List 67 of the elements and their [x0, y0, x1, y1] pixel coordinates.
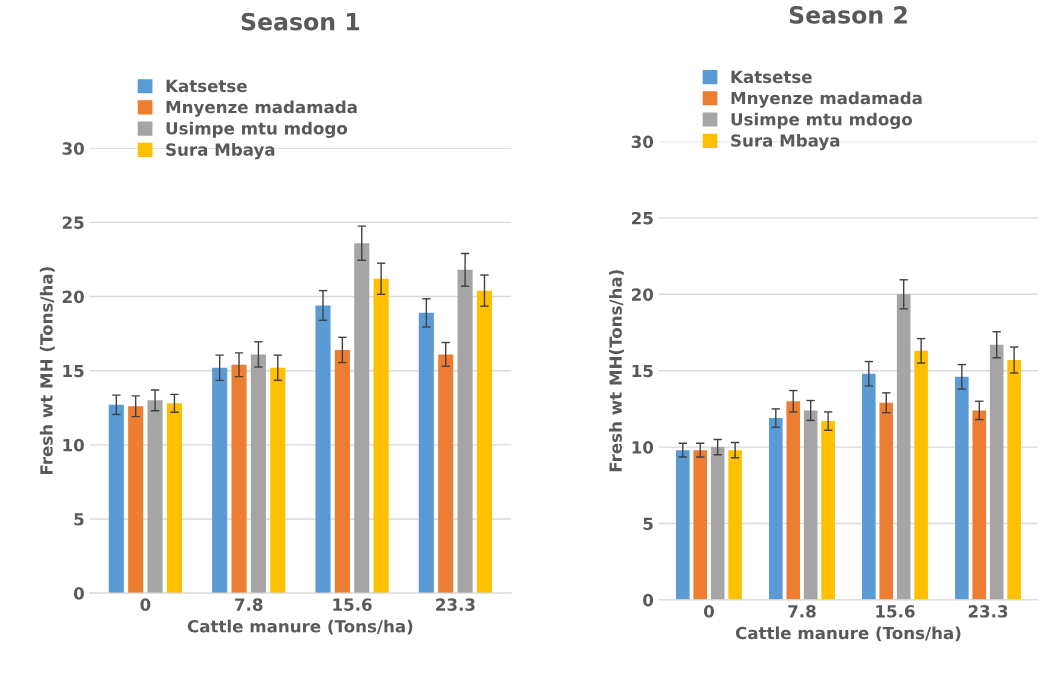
bar [270, 367, 286, 594]
y-tick-label: 20 [632, 288, 654, 301]
x-tick-label: 7.8 [788, 605, 816, 618]
bar [896, 294, 911, 600]
bar [212, 367, 228, 594]
y-tick-label: 10 [632, 441, 654, 454]
bar [166, 403, 182, 594]
y-tick-label: 0 [73, 587, 84, 600]
y-tick-label: 25 [62, 216, 84, 229]
bar [250, 354, 266, 594]
legend-label: Mnyenze madamada [166, 100, 357, 117]
chart-title: Season 1 [241, 12, 360, 31]
bar [438, 354, 454, 594]
x-tick-label: 7.8 [235, 598, 263, 611]
bar [862, 373, 876, 600]
bar [989, 344, 1004, 600]
bar [128, 406, 144, 594]
y-tick-label: 30 [62, 142, 84, 155]
y-axis-title: Fresh wt MH(Tons/ha) [609, 270, 624, 472]
bar [803, 410, 818, 600]
x-tick-label: 0 [140, 598, 151, 611]
bar [373, 278, 389, 594]
x-tick-label: 15.6 [876, 605, 915, 618]
legend-label: Katsetse [731, 70, 812, 84]
y-tick-label: 5 [643, 517, 653, 531]
x-tick-label: 23.3 [968, 605, 1008, 618]
y-tick-label: 5 [74, 513, 84, 526]
bar [476, 290, 493, 594]
bar [147, 400, 163, 594]
y-axis-title: Fresh wt MH (Tons/ha) [39, 267, 55, 475]
bar [955, 376, 969, 600]
y-tick-label: 25 [632, 211, 653, 225]
y-tick-label: 20 [62, 290, 84, 304]
x-tick-label: 15.6 [333, 598, 372, 611]
chart-title: Season 2 [789, 5, 907, 24]
y-tick-label: 15 [632, 364, 653, 378]
y-tick-label: 15 [63, 364, 84, 378]
legend-label: Sura Mbaya [166, 142, 275, 160]
bar [1007, 360, 1021, 600]
legend-label: Usimpe mtu mdogo [731, 112, 913, 129]
bar [693, 450, 708, 600]
bar [769, 418, 783, 600]
bar [354, 243, 370, 594]
x-axis-title: Cattle manure (Tons/ha) [187, 619, 413, 635]
y-tick-label: 30 [631, 135, 654, 149]
legend-label: Sura Mbaya [731, 133, 840, 151]
bar [108, 404, 124, 594]
bar [418, 312, 434, 594]
bar [315, 305, 331, 594]
legend-label: Mnyenze madamada [731, 91, 922, 108]
bar [676, 450, 690, 600]
bar [710, 447, 725, 600]
x-axis-title: Cattle manure (Tons/ha) [735, 626, 961, 642]
legend-label: Katsetse [166, 79, 247, 93]
bar [231, 364, 247, 594]
bar [334, 349, 350, 594]
y-tick-label: 10 [63, 438, 84, 452]
bar [821, 421, 835, 600]
bar [457, 269, 473, 594]
x-tick-label: 23.3 [436, 598, 475, 611]
bar [728, 450, 742, 600]
bar [879, 402, 894, 600]
bar [972, 410, 987, 600]
x-tick-label: 0 [703, 605, 714, 618]
bar [786, 401, 801, 600]
bar [914, 350, 928, 600]
legend-label: Usimpe mtu mdogo [166, 121, 348, 138]
